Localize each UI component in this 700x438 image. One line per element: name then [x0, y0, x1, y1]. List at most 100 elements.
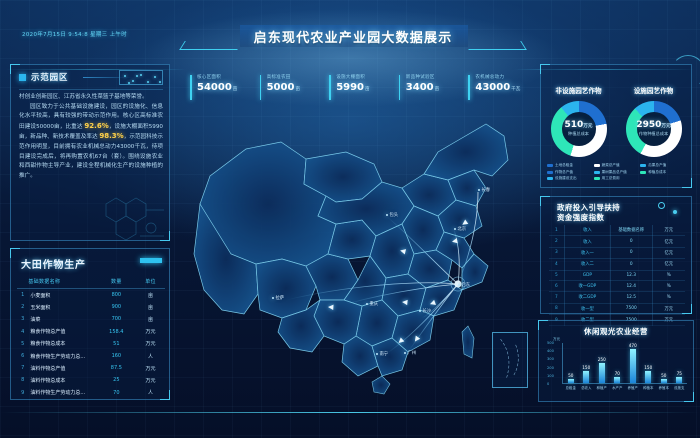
bar-column[interactable]: 250 种植产	[597, 343, 607, 391]
stat-label: 设施大棚面积	[336, 75, 365, 80]
legend-swatch-icon	[547, 170, 553, 174]
row-value: 70	[113, 389, 120, 396]
row-value: 0	[610, 235, 653, 248]
row-name: 收一GDP	[564, 280, 611, 293]
bar-column[interactable]: 75 设施支	[674, 343, 684, 390]
page-title: 启东现代农业产业园大数据展示	[179, 25, 527, 53]
header-datetime: 2020年7月15日 9:54:8 星期三 上午时	[22, 32, 128, 38]
y-tick-label: 0	[547, 382, 550, 386]
table-row[interactable]: 5 GDP 12.3%	[549, 270, 685, 281]
legend-swatch-icon	[640, 164, 647, 168]
row-unit: 万元	[652, 225, 685, 237]
city-label: 启东	[461, 283, 471, 288]
row-unit: 亿元	[652, 235, 685, 248]
row-value: 12.4	[610, 280, 653, 293]
dots-decoration-icon	[119, 70, 163, 85]
bar-column[interactable]: 470 养殖产	[628, 343, 638, 390]
stat-card: 核心区面积 54000亩	[190, 74, 260, 104]
table-row[interactable]: 9 油料作物生产劳动力总... 70 人	[17, 387, 165, 399]
city-label: 长沙	[422, 309, 432, 314]
bar-value-label: 150	[644, 364, 653, 370]
donut-chart[interactable]: 2950万元 作物种植总成本	[625, 101, 682, 157]
circle-marker-icon	[658, 202, 665, 209]
row-name: 粮食作物生产劳动力总...	[30, 353, 86, 360]
table-row[interactable]: 7 收二GDP 12.5%	[549, 291, 685, 304]
table-row[interactable]: 3 油菜 700 亩	[17, 313, 165, 325]
city-dot-icon	[386, 214, 389, 217]
city-label: 南宁	[379, 352, 389, 357]
donut-card: 非设施园艺作物 510万元 种植总成本	[541, 85, 616, 157]
city-label: 重庆	[369, 302, 379, 307]
table-row[interactable]: 2 收入 0 亿元	[549, 235, 685, 248]
table-row[interactable]: 8 油料作物总成本 25 万元	[17, 374, 165, 386]
city-dot-icon	[478, 189, 481, 192]
leisure-agri-chart: 万元 0 100 200 300 400 500 50 总租金 150 总收入 250 种植产 70 水…	[545, 337, 689, 397]
table-row[interactable]: 1 收入 基础数据名称 万元	[549, 225, 685, 237]
demo-p2-b: ，设施大棚面积5990亩，新品种、新技术覆盖及率达	[19, 123, 163, 141]
header-rule-left	[6, 69, 186, 70]
table-row[interactable]: 7 油料作物总产值 87.5 万元	[17, 362, 165, 374]
stat-unit: 千瓦	[511, 87, 521, 92]
row-unit: %	[652, 291, 685, 304]
bar-column[interactable]: 50 总租金	[566, 343, 576, 390]
row-value: 12.3	[610, 270, 653, 281]
row-index: 4	[549, 258, 565, 271]
row-name: GDP	[564, 270, 611, 281]
donut-chart[interactable]: 510万元 种植总成本	[550, 101, 607, 157]
plane-icon: ◀	[327, 302, 334, 312]
table-row[interactable]: 8 收一型 7500 万元	[549, 303, 685, 316]
stat-value: 5990亩	[336, 82, 370, 93]
row-unit: 万元	[652, 303, 685, 316]
legend-item: 瓜果总产值	[640, 163, 687, 168]
donut-title: 设施园艺作物	[633, 87, 674, 95]
donut-hole	[561, 112, 596, 146]
bar-column[interactable]: 50 养殖本	[659, 343, 669, 390]
table-row[interactable]: 5 粮食作物总成本 51 万元	[17, 338, 165, 350]
row-value: 基础数据名称	[610, 225, 653, 237]
bar-rect	[676, 376, 683, 383]
row-index: 8	[549, 303, 565, 316]
row-unit: %	[652, 280, 685, 293]
header-rule-right	[514, 69, 694, 70]
table-row[interactable]: 4 收入二 0 亿元	[549, 258, 685, 271]
table-row[interactable]: 2 玉米面积 900 亩	[17, 301, 165, 313]
bar-column[interactable]: 150 总收入	[581, 343, 591, 390]
row-index: 5	[549, 270, 565, 281]
row-index: 3	[21, 316, 25, 323]
stat-card: 新品种试验区 3400亩	[398, 74, 469, 104]
table-row[interactable]: 6 收一GDP 12.4%	[549, 280, 685, 293]
legend-swatch-icon	[593, 177, 600, 181]
y-tick-label: 300	[547, 357, 554, 362]
demo-p2-c: ，示范园科技示范作用明显，目前拥有农业机械总动力43000千瓦，待项目建设完成后…	[19, 134, 163, 179]
donut-sublabel: 种植总成本	[568, 131, 589, 136]
square-marker-icon	[19, 73, 26, 81]
bar-column[interactable]: 70 水产产	[612, 343, 622, 390]
row-value: 900	[111, 304, 122, 311]
china-map[interactable]: 长春 北京 启东 包头 拉萨 重庆 长沙 南宁 广州 ◀ ◀ ◀ ◀ ◀ ◀ ◀ ◀	[186, 104, 536, 404]
row-value: 800	[111, 292, 122, 299]
demo-park-header: 示范园区	[19, 71, 68, 83]
legend-item: 土地总租金	[547, 163, 594, 168]
row-index: 1	[549, 225, 565, 237]
china-map-svg	[193, 123, 509, 395]
table-row[interactable]: 4 粮食作物总产值 158.4 万元	[17, 326, 165, 338]
donut-legend: 土地总租金 蔬菜总产值 瓜果总产值 作物总产值 果树果品总产值 种植总成本 设施建设支出 用工…	[547, 163, 687, 183]
city-dot-icon	[272, 297, 275, 300]
donut-unit: 万元	[583, 124, 593, 129]
row-index: 5	[21, 340, 25, 347]
stat-unit: 亩	[434, 87, 440, 92]
table-row[interactable]: 6 粮食作物生产劳动力总... 160 人	[17, 350, 165, 362]
donut-value: 2950万元	[636, 120, 671, 130]
donut-unit: 万元	[661, 124, 671, 129]
row-name: 收入一	[564, 247, 611, 260]
bar-value-label: 50	[568, 372, 574, 378]
city-dot-icon	[376, 353, 379, 356]
row-index: 9	[21, 389, 25, 396]
plane-icon: ◀	[401, 297, 408, 307]
y-tick-label: 100	[547, 373, 554, 378]
demo-separator	[19, 89, 163, 90]
bar-column[interactable]: 150 种植本	[643, 343, 653, 390]
bar-category-label: 种植产	[596, 386, 607, 390]
table-row[interactable]: 1 小麦面积 800 亩	[17, 289, 165, 302]
table-row[interactable]: 3 收入一 0 亿元	[549, 247, 685, 260]
